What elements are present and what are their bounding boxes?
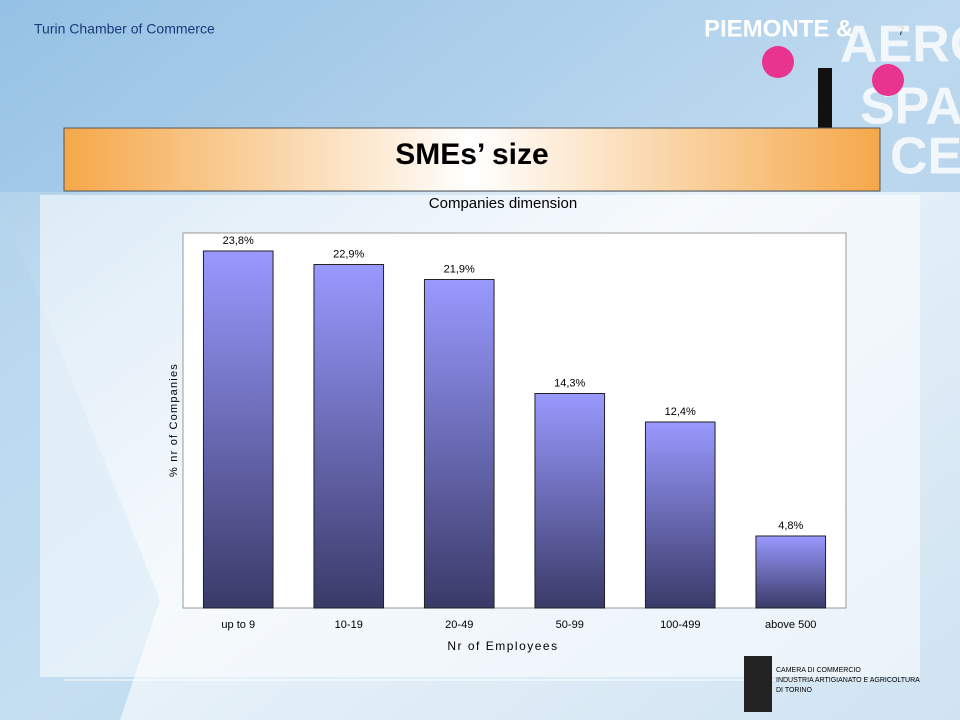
- title-band: [63, 127, 881, 192]
- organization: Turin Chamber of Commerce: [34, 21, 215, 37]
- x-axis-title: Nr of Employees: [447, 639, 558, 653]
- data-label: 14,3%: [554, 377, 585, 389]
- logo-text: PIEMONTE &: [704, 15, 853, 42]
- x-tick-label: 100-499: [660, 619, 700, 631]
- logo-icon: [762, 46, 794, 78]
- x-tick-label: 50-99: [556, 619, 584, 631]
- x-tick-label: 20-49: [445, 619, 473, 631]
- x-tick-label: 10-19: [335, 619, 363, 631]
- logo-text: AERO: [840, 16, 960, 74]
- bar: [755, 535, 827, 609]
- slide-title: SMEs’ size: [395, 138, 548, 171]
- chart-title: Companies dimension: [429, 195, 577, 212]
- logo-text: CE: [890, 128, 960, 186]
- bar: [644, 421, 716, 609]
- logo-icon: [818, 68, 832, 130]
- data-label: 22,9%: [333, 248, 364, 260]
- footer-logo-text: CAMERA DI COMMERCIO: [776, 667, 861, 674]
- page-number: 7: [898, 24, 905, 38]
- bar: [534, 393, 606, 609]
- x-tick-label: up to 9: [221, 619, 255, 631]
- plot-area: [182, 232, 847, 609]
- bar: [313, 264, 385, 609]
- data-label: 23,8%: [223, 235, 254, 247]
- y-axis-title: % nr of Companies: [168, 363, 180, 477]
- footer-logo: [744, 656, 772, 712]
- logo-icon: [872, 64, 904, 96]
- data-label: 4,8%: [778, 520, 803, 532]
- footer-logo-text: INDUSTRIA ARTIGIANATO E AGRICOLTURA: [776, 677, 920, 684]
- bar: [423, 279, 495, 609]
- footer-logo-text: DI TORINO: [776, 687, 812, 694]
- data-label: 12,4%: [665, 406, 696, 418]
- bar: [202, 250, 274, 609]
- data-label: 21,9%: [444, 263, 475, 275]
- x-tick-label: above 500: [765, 619, 816, 631]
